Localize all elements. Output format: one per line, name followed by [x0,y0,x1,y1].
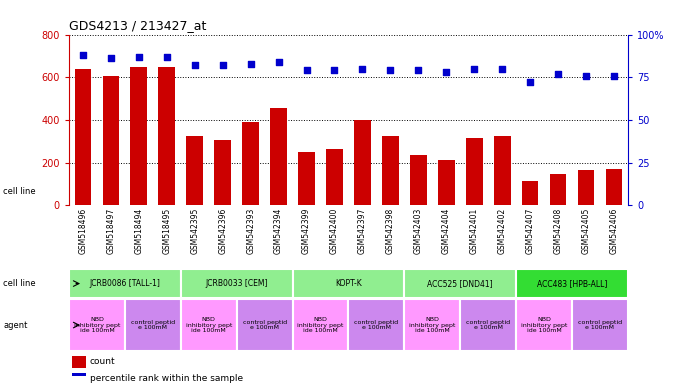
Bar [181,269,293,298]
Bar [466,138,482,205]
Text: control peptid
e 100mM: control peptid e 100mM [243,319,286,331]
Text: GSM542399: GSM542399 [302,207,311,254]
Point [357,66,368,72]
Bar [298,152,315,205]
Point [469,66,480,72]
Point [133,54,144,60]
Text: ACC483 [HPB-ALL]: ACC483 [HPB-ALL] [537,279,607,288]
Text: GSM542396: GSM542396 [218,207,227,254]
Bar [410,155,426,205]
Bar [460,299,516,351]
Point [329,67,340,73]
Bar [242,122,259,205]
Point [301,67,312,73]
Bar [69,269,181,298]
Bar [103,76,119,205]
Text: ACC525 [DND41]: ACC525 [DND41] [427,279,493,288]
Text: cell line: cell line [3,187,36,197]
Bar [159,66,175,205]
Point [106,55,117,61]
Bar [326,149,343,205]
Text: NBD
inhibitory pept
ide 100mM: NBD inhibitory pept ide 100mM [409,317,455,333]
Text: control peptid
e 100mM: control peptid e 100mM [578,319,622,331]
Text: GSM542407: GSM542407 [526,207,535,254]
Bar [75,70,91,205]
Point [580,73,591,79]
Text: GSM542406: GSM542406 [609,207,618,254]
Text: GDS4213 / 213427_at: GDS4213 / 213427_at [69,19,206,32]
Text: GSM518495: GSM518495 [162,207,171,253]
Bar [516,299,572,351]
Text: control peptid
e 100mM: control peptid e 100mM [466,319,510,331]
Bar [181,299,237,351]
Text: GSM542394: GSM542394 [274,207,283,254]
Bar [293,299,348,351]
Text: agent: agent [3,321,28,329]
Point [497,66,508,72]
Bar [72,356,86,368]
Text: JCRB0086 [TALL-1]: JCRB0086 [TALL-1] [90,279,160,288]
Text: GSM542398: GSM542398 [386,207,395,253]
Text: NBD
inhibitory pept
ide 100mM: NBD inhibitory pept ide 100mM [186,317,232,333]
Bar [69,299,125,351]
Text: GSM518494: GSM518494 [135,207,144,253]
Point [385,67,396,73]
Bar [348,299,404,351]
Bar [215,140,231,205]
Bar [72,372,86,384]
Point [413,67,424,73]
Bar [237,299,293,351]
Text: GSM542400: GSM542400 [330,207,339,254]
Point [77,52,88,58]
Bar [550,174,566,205]
Point [217,62,228,68]
Point [245,61,256,67]
Point [189,62,200,68]
Bar [572,299,628,351]
Point [273,59,284,65]
Bar [404,269,516,298]
Text: GSM542395: GSM542395 [190,207,199,254]
Text: GSM542397: GSM542397 [358,207,367,254]
Text: GSM518497: GSM518497 [106,207,115,253]
Bar [494,136,511,205]
Text: control peptid
e 100mM: control peptid e 100mM [355,319,398,331]
Point [524,79,535,86]
Bar [404,299,460,351]
Bar [354,120,371,205]
Text: GSM518496: GSM518496 [79,207,88,253]
Bar [186,136,203,205]
Bar [382,136,399,205]
Text: GSM542403: GSM542403 [414,207,423,254]
Text: GSM542404: GSM542404 [442,207,451,254]
Text: NBD
inhibitory pept
ide 100mM: NBD inhibitory pept ide 100mM [74,317,120,333]
Text: JCRB0033 [CEM]: JCRB0033 [CEM] [206,279,268,288]
Point [441,69,452,75]
Text: GSM542408: GSM542408 [553,207,562,253]
Bar [578,170,594,205]
Bar [522,181,538,205]
Text: GSM542405: GSM542405 [582,207,591,254]
Bar [606,169,622,205]
Bar [125,299,181,351]
Text: GSM542393: GSM542393 [246,207,255,254]
Bar [270,108,287,205]
Bar [293,269,404,298]
Text: GSM542401: GSM542401 [470,207,479,253]
Bar [130,66,147,205]
Text: KOPT-K: KOPT-K [335,279,362,288]
Bar [516,269,628,298]
Text: count: count [90,357,116,366]
Text: cell line: cell line [3,279,36,288]
Bar [438,159,455,205]
Text: percentile rank within the sample: percentile rank within the sample [90,374,243,383]
Text: control peptid
e 100mM: control peptid e 100mM [131,319,175,331]
Point [161,54,172,60]
Text: NBD
inhibitory pept
ide 100mM: NBD inhibitory pept ide 100mM [297,317,344,333]
Text: NBD
inhibitory pept
ide 100mM: NBD inhibitory pept ide 100mM [521,317,567,333]
Text: GSM542402: GSM542402 [497,207,506,253]
Point [609,73,620,79]
Point [553,71,564,77]
